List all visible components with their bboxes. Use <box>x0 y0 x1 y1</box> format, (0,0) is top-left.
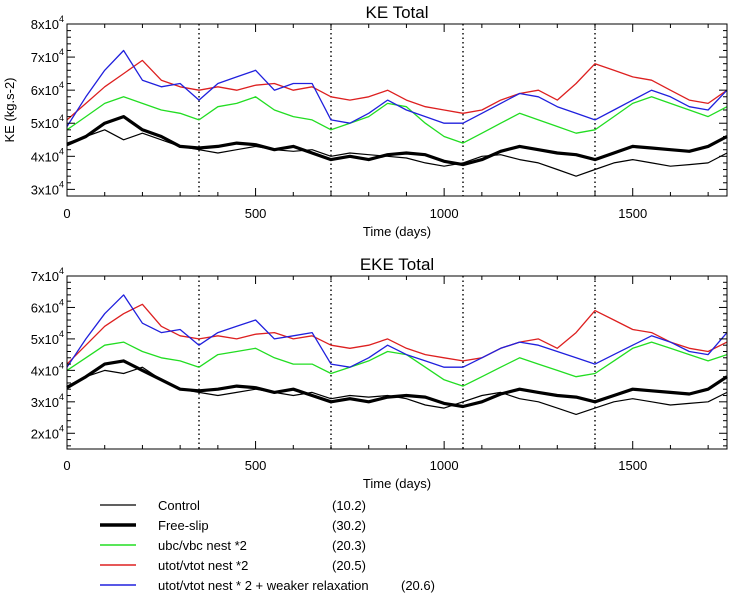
eke-total-panel: EKE Total 0 500 1000 1500 2x104 3x104 4x104 5x10… <box>31 255 728 491</box>
legend-value-1: (30.2) <box>332 518 366 533</box>
legend-label-3: utot/vtot nest *2 <box>158 558 248 573</box>
y-tick-label: 3x104 <box>31 179 64 197</box>
legend-label-4: utot/vtot nest * 2 + weaker relaxation <box>158 578 369 593</box>
legend-value-3: (20.5) <box>332 558 366 573</box>
y-tick-label: 5x104 <box>31 329 64 347</box>
y-tick-label: 7x104 <box>31 266 64 284</box>
legend-value-0: (10.2) <box>332 498 366 513</box>
legend-label-0: Control <box>158 498 200 513</box>
x-tick-label: 1000 <box>430 206 459 221</box>
series-line-1 <box>66 114 728 167</box>
x-tick-label: 1000 <box>430 458 459 473</box>
legend-value-2: (20.3) <box>332 538 366 553</box>
plot-frame <box>66 23 728 197</box>
x-tick-label: 0 <box>63 458 70 473</box>
y-tick-label: 6x104 <box>31 80 64 98</box>
legend: Control (10.2) Free-slip (30.2) ubc/vbc nest… <box>100 498 435 593</box>
series-line-3 <box>66 303 728 365</box>
legend-value-4: (20.6) <box>401 578 435 593</box>
y-tick-label: 4x104 <box>31 360 64 378</box>
series-line-2 <box>66 96 728 144</box>
plot-frame <box>66 275 728 450</box>
y-tick-label: 2x104 <box>31 423 64 441</box>
series-line-4 <box>66 49 728 127</box>
x-tick-label: 500 <box>245 206 267 221</box>
series-line-2 <box>66 341 728 387</box>
y-tick-label: 8x104 <box>31 14 64 32</box>
y-axis-label: KE (kg.s-2) <box>2 77 17 142</box>
x-axis-label: Time (days) <box>363 224 431 239</box>
x-axis-label: Time (days) <box>363 476 431 491</box>
legend-label-2: ubc/vbc nest *2 <box>158 538 247 553</box>
series-line-1 <box>66 359 728 409</box>
chart-title: KE Total <box>365 3 428 22</box>
x-tick-label: 500 <box>245 458 267 473</box>
x-tick-label: 1500 <box>618 206 647 221</box>
series-line-4 <box>66 294 728 368</box>
x-tick-label: 1500 <box>618 458 647 473</box>
chart-title: EKE Total <box>360 255 434 274</box>
series-line-3 <box>66 59 728 121</box>
y-tick-label: 6x104 <box>31 297 64 315</box>
y-tick-label: 5x104 <box>31 113 64 131</box>
y-tick-label: 3x104 <box>31 392 64 410</box>
x-tick-label: 0 <box>63 206 70 221</box>
ke-total-panel: KE Total 0 500 1000 1500 3x104 4x104 5x104 6x104… <box>2 3 728 239</box>
y-tick-label: 7x104 <box>31 47 64 65</box>
y-tick-label: 4x104 <box>31 146 64 164</box>
legend-label-1: Free-slip <box>158 518 209 533</box>
